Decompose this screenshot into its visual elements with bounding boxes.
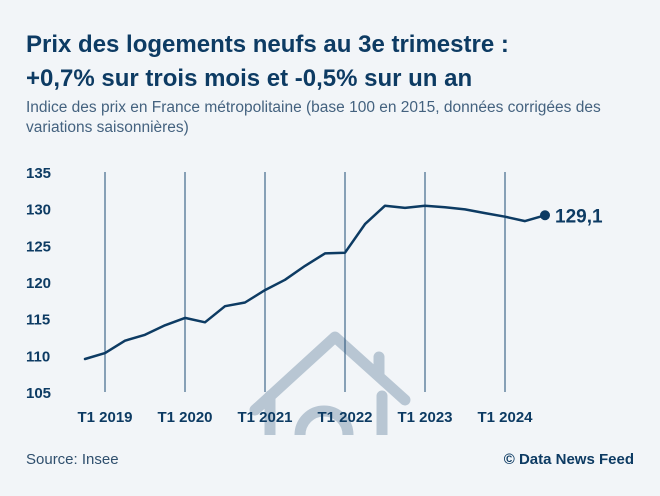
x-tick-label: T1 2020 — [157, 409, 212, 426]
end-value-label: 129,1 — [555, 206, 603, 227]
credit: © Data News Feed — [503, 451, 634, 468]
x-tick-label: T1 2019 — [77, 409, 132, 426]
y-tick-label: 120 — [26, 275, 51, 292]
y-tick-label: 135 — [26, 165, 51, 182]
last-data-point — [540, 210, 550, 221]
x-tick-label: T1 2022 — [317, 409, 372, 426]
title-line-2: +0,7% sur trois mois et -0,5% sur un an — [26, 65, 473, 92]
y-axis: 105 110 115 120 125 130 135 — [26, 165, 51, 402]
data-points — [540, 210, 550, 221]
source-note: Source: Insee — [26, 451, 119, 468]
y-tick-label: 125 — [26, 238, 51, 255]
x-tick-label: T1 2023 — [397, 409, 452, 426]
chart-title: Prix des logements neufs au 3e trimestre… — [26, 28, 646, 96]
title-line-1: Prix des logements neufs au 3e trimestre… — [26, 31, 509, 58]
series-line — [83, 204, 547, 361]
y-tick-label: 115 — [26, 312, 50, 329]
y-tick-label: 105 — [26, 385, 51, 402]
y-tick-label: 130 — [26, 202, 51, 219]
x-tick-label: T1 2021 — [237, 409, 292, 426]
x-axis: T1 2019 T1 2020 T1 2021 T1 2022 T1 2023 T1 20… — [77, 409, 533, 426]
x-tick-label: T1 2024 — [477, 409, 533, 426]
vertical-gridlines — [104, 172, 506, 392]
house-icon — [249, 331, 411, 435]
chart-subtitle: Indice des prix en France métropolitaine… — [26, 99, 601, 136]
y-tick-label: 110 — [26, 348, 50, 365]
